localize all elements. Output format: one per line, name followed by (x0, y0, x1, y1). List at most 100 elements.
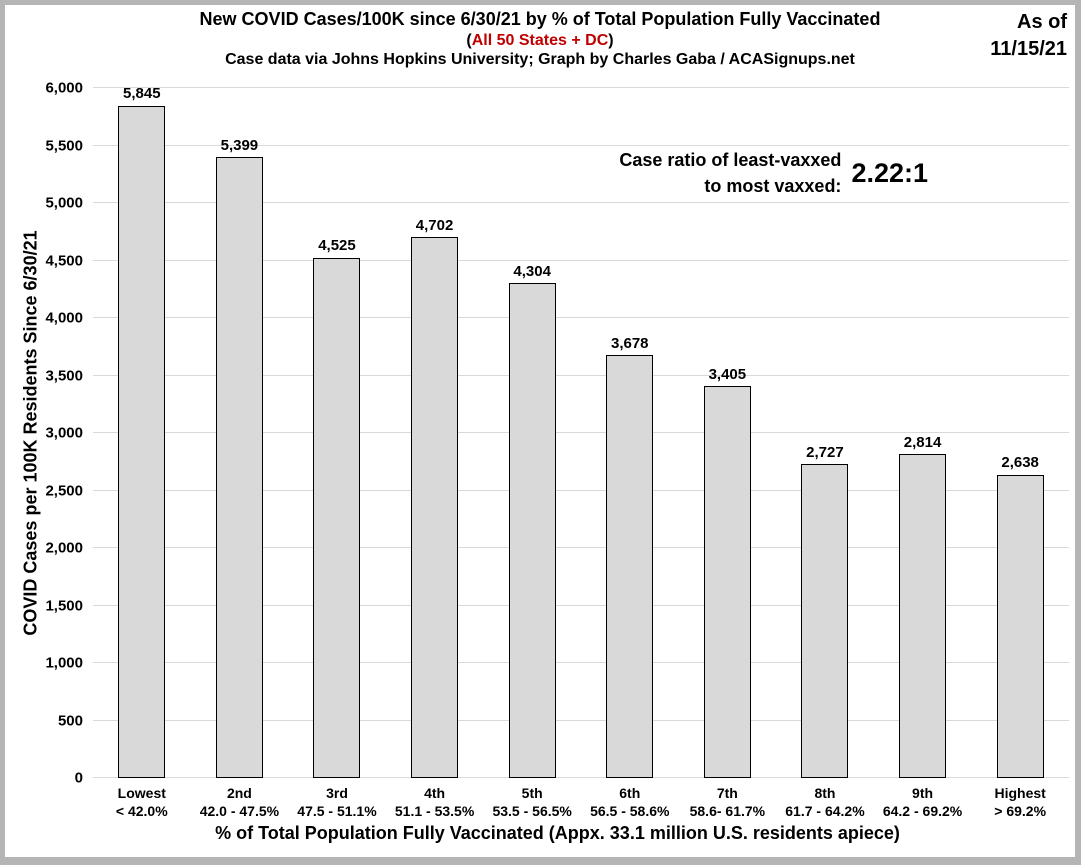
bar-slot: 4,525 (288, 88, 386, 778)
ratio-annotation: Case ratio of least-vaxxed to most vaxxe… (619, 147, 928, 199)
gridline (93, 144, 1069, 146)
x-category-range: 53.5 - 56.5% (492, 803, 572, 820)
y-tick-label: 6,000 (45, 79, 83, 97)
y-tick-label: 2,500 (45, 482, 83, 499)
gridline (93, 87, 1069, 88)
x-category-label: 2nd 42.0 - 47.5% (191, 784, 289, 820)
gridline (93, 259, 1069, 261)
bar (411, 237, 459, 778)
x-category-label: 3rd 47.5 - 51.1% (288, 784, 386, 820)
subtitle-paren-open: ( (466, 31, 472, 49)
chart-subtitle: (All 50 States + DC) (5, 31, 1075, 51)
bar-slot: 5,399 (191, 88, 289, 778)
y-axis-ticks: 0 500 1,000 1,500 2,000 2,500 3,000 3,500 4,000 4… (5, 81, 83, 786)
bar-value-label: 3,678 (610, 334, 649, 352)
bar-value-label: 3,405 (708, 365, 747, 383)
x-category-rank: 9th (912, 785, 934, 801)
x-category-label: Highest > 69.2% (971, 784, 1069, 820)
bar (801, 464, 849, 778)
bars-row: 5,845 5,399 4,525 4,702 4,304 3,678 3,405 2,727… (93, 85, 1069, 778)
bar-value-label: 2,638 (1001, 454, 1039, 472)
chart-credit: Case data via Johns Hopkins University; … (225, 51, 855, 69)
x-category-rank: 8th (814, 785, 836, 801)
bar (899, 454, 947, 778)
x-category-range: 47.5 - 51.1% (297, 803, 377, 820)
ratio-annotation-line1: Case ratio of least-vaxxed (619, 150, 842, 170)
x-category-rank: Lowest (117, 785, 166, 801)
bar-slot: 2,814 (874, 88, 972, 778)
x-category-label: 4th 51.1 - 53.5% (386, 784, 484, 820)
gridline (93, 432, 1069, 433)
y-tick-label: 2,000 (45, 539, 83, 557)
bar (215, 157, 263, 778)
as-of-date: As of 11/15/21 (990, 9, 1067, 63)
as-of-line1: As of (1017, 11, 1067, 33)
bar-value-label: 2,727 (806, 443, 844, 461)
as-of-line2: 11/15/21 (990, 38, 1067, 60)
y-tick-label: 5,500 (45, 137, 83, 154)
y-tick-label: 1,000 (45, 654, 83, 672)
y-tick-label: 3,000 (45, 424, 83, 442)
gridline (93, 719, 1069, 721)
x-category-rank: 6th (619, 785, 641, 801)
y-tick-label: 500 (57, 712, 83, 729)
gridline (93, 489, 1069, 491)
subtitle-red-text: All 50 States + DC (471, 31, 609, 49)
y-tick-label: 1,500 (45, 597, 83, 614)
bar-value-label: 4,702 (415, 216, 454, 234)
chart-header: New COVID Cases/100K since 6/30/21 by % … (5, 9, 1075, 70)
bar (606, 355, 654, 778)
ratio-annotation-text: Case ratio of least-vaxxed to most vaxxe… (619, 147, 841, 199)
y-tick-label: 4,000 (45, 309, 83, 327)
bar-slot: 2,727 (776, 88, 874, 778)
ratio-annotation-line2: to most vaxxed: (704, 176, 842, 197)
x-category-range: < 42.0% (115, 803, 168, 820)
y-tick-label: 4,500 (45, 252, 83, 269)
x-category-rank: 2nd (226, 785, 252, 801)
subtitle-paren-close: ) (608, 31, 614, 49)
x-category-label: 7th 58.6- 61.7% (679, 784, 777, 820)
gridline (93, 547, 1069, 548)
bar-value-label: 2,814 (903, 433, 942, 451)
chart-title: New COVID Cases/100K since 6/30/21 by % … (199, 9, 881, 29)
bar-slot: 3,405 (679, 88, 777, 778)
gridline (93, 317, 1069, 318)
bar-value-label: 5,845 (123, 85, 161, 103)
bar (703, 386, 751, 778)
x-category-rank: Highest (994, 785, 1046, 801)
x-category-label: 8th 61.7 - 64.2% (776, 784, 874, 820)
bar-value-label: 5,399 (220, 136, 259, 154)
bar (313, 257, 361, 778)
gridline (93, 202, 1069, 203)
bar-value-label: 4,525 (318, 237, 356, 255)
x-category-range: 51.1 - 53.5% (394, 803, 475, 820)
x-axis-title: % of Total Population Fully Vaccinated (… (215, 823, 900, 843)
x-category-label: 9th 64.2 - 69.2% (874, 784, 972, 820)
x-category-rank: 7th (716, 785, 738, 801)
gridline (93, 374, 1069, 376)
x-category-range: 61.7 - 64.2% (785, 803, 865, 820)
x-category-rank: 3rd (326, 785, 348, 801)
bar (508, 283, 556, 778)
y-tick-label: 3,500 (45, 367, 83, 384)
y-tick-label: 0 (74, 769, 83, 787)
x-category-rank: 4th (424, 785, 446, 801)
bar-slot: 4,702 (386, 88, 484, 778)
x-category-range: 64.2 - 69.2% (882, 803, 963, 820)
x-category-label: 6th 56.5 - 58.6% (581, 784, 679, 820)
x-category-range: > 69.2% (994, 803, 1047, 820)
bar-slot: 5,845 (93, 85, 191, 778)
x-category-label: Lowest < 42.0% (93, 784, 191, 820)
gridline (93, 777, 1069, 778)
x-axis-category-labels: Lowest < 42.0% 2nd 42.0 - 47.5% 3rd 47.5 - 51… (93, 784, 1069, 820)
x-category-label: 5th 53.5 - 56.5% (483, 784, 581, 820)
bar-value-label: 4,304 (513, 262, 551, 280)
ratio-value: 2.22:1 (851, 157, 928, 188)
x-category-range: 58.6- 61.7% (689, 803, 766, 820)
bar-slot: 4,304 (483, 88, 581, 778)
gridline (93, 662, 1069, 663)
bar-slot: 3,678 (581, 88, 679, 778)
plot-area: 5,845 5,399 4,525 4,702 4,304 3,678 3,405 2,727… (93, 85, 1069, 778)
bar-slot: 2,638 (971, 88, 1069, 778)
